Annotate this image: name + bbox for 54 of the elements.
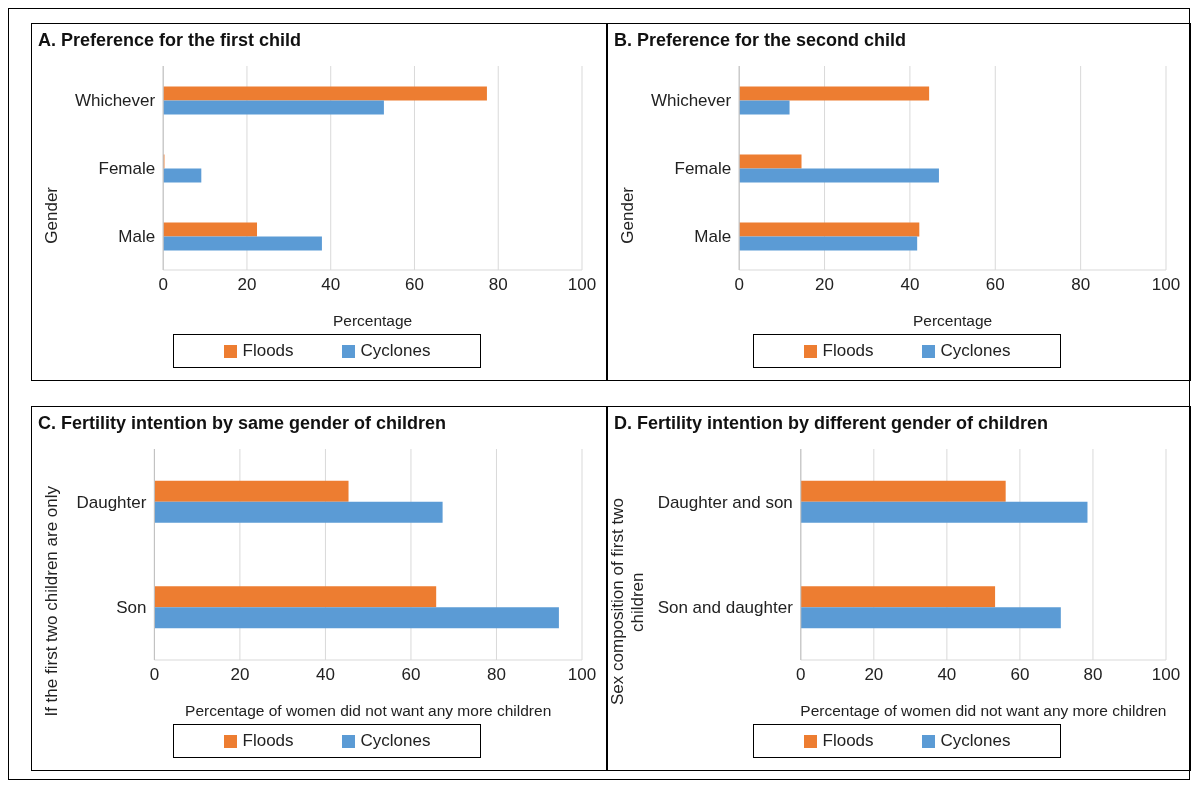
legend-label: Floods <box>821 341 874 361</box>
x-axis-title: Percentage of women did not want any more children <box>185 702 552 719</box>
x-tick-label: 100 <box>1151 665 1181 685</box>
y-axis-title: Sex composition of first two children <box>608 497 648 707</box>
x-tick-label: 0 <box>158 275 168 295</box>
y-tick-label: Whichever <box>650 91 732 111</box>
x-axis-title: Percentage of women did not want any more children <box>800 702 1167 719</box>
x-tick-label: 0 <box>149 665 160 685</box>
legend-label: Floods <box>241 731 294 751</box>
x-tick-label: 80 <box>488 275 508 295</box>
y-tick-label: Daughter <box>76 492 147 512</box>
x-tick-label: 80 <box>487 665 506 685</box>
y-tick-label: Whichever <box>74 91 156 111</box>
y-tick-label: Female <box>674 159 732 179</box>
x-tick-label: 20 <box>237 275 257 295</box>
legend-label: Cyclones <box>359 731 431 751</box>
y-axis-title: Gender <box>42 186 62 244</box>
legend-label: Cyclones <box>359 341 431 361</box>
legend-label: Floods <box>241 341 294 361</box>
x-tick-label: 60 <box>985 275 1005 295</box>
y-tick-label: Son <box>116 598 147 618</box>
x-tick-label: 100 <box>1151 275 1181 295</box>
x-tick-label: 100 <box>567 665 597 685</box>
x-tick-label: 100 <box>567 275 597 295</box>
x-axis-title: Percentage <box>332 312 413 329</box>
legend-label: Cyclones <box>939 731 1011 751</box>
x-tick-label: 60 <box>1010 665 1030 685</box>
x-tick-label: 80 <box>1071 275 1091 295</box>
x-tick-label: 60 <box>405 275 424 295</box>
y-tick-label: Son and daughter <box>657 598 794 618</box>
x-tick-label: 60 <box>401 665 421 685</box>
x-tick-label: 40 <box>900 275 920 295</box>
x-tick-label: 20 <box>230 665 250 685</box>
x-tick-label: 40 <box>321 275 341 295</box>
y-tick-label: Daughter and son <box>657 492 793 512</box>
x-tick-label: 0 <box>796 665 806 685</box>
x-tick-label: 40 <box>937 665 957 685</box>
x-tick-label: 40 <box>315 665 335 685</box>
y-axis-title: If the first two children are only <box>42 486 62 717</box>
legend-label: Floods <box>821 731 874 751</box>
chart-title: A. Preference for the first child <box>37 29 303 52</box>
x-axis-title: Percentage <box>912 312 993 329</box>
x-tick-label: 20 <box>864 665 884 685</box>
chart-title: B. Preference for the second child <box>613 29 908 52</box>
y-tick-label: Male <box>118 227 156 247</box>
y-tick-label: Female <box>98 159 156 179</box>
x-tick-label: 0 <box>734 275 744 295</box>
y-axis-title: Gender <box>618 186 638 244</box>
y-tick-label: Male <box>694 227 732 247</box>
x-tick-label: 80 <box>1083 665 1103 685</box>
x-tick-label: 20 <box>815 275 835 295</box>
chart-title: C. Fertility intention by same gender of children <box>37 412 448 435</box>
legend-label: Cyclones <box>939 341 1011 361</box>
chart-title: D. Fertility intention by different gender of children <box>613 412 1050 435</box>
